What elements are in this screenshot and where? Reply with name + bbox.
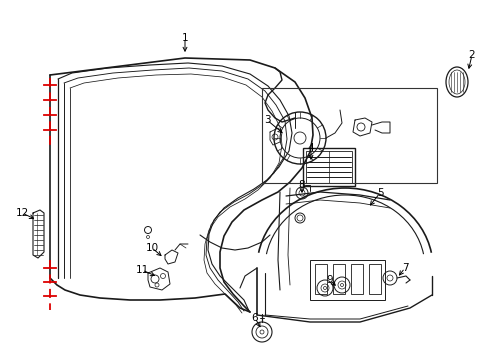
Bar: [350, 264, 362, 294]
Text: 5: 5: [376, 188, 383, 198]
Text: 4: 4: [307, 143, 314, 153]
Bar: [368, 264, 380, 294]
Bar: [314, 264, 326, 294]
Text: 2: 2: [468, 50, 474, 60]
Text: 7: 7: [401, 263, 407, 273]
Text: 1: 1: [182, 33, 188, 43]
Text: 9: 9: [326, 275, 333, 285]
Text: 8: 8: [298, 180, 305, 190]
Text: 3: 3: [263, 115, 270, 125]
Bar: [305, 151, 351, 183]
Text: 11: 11: [135, 265, 148, 275]
Bar: [332, 264, 345, 294]
Text: 12: 12: [15, 208, 29, 218]
Text: 6: 6: [251, 313, 258, 323]
Bar: [262, 88, 436, 183]
Bar: [309, 260, 384, 300]
Text: 10: 10: [145, 243, 158, 253]
Bar: [303, 148, 354, 186]
